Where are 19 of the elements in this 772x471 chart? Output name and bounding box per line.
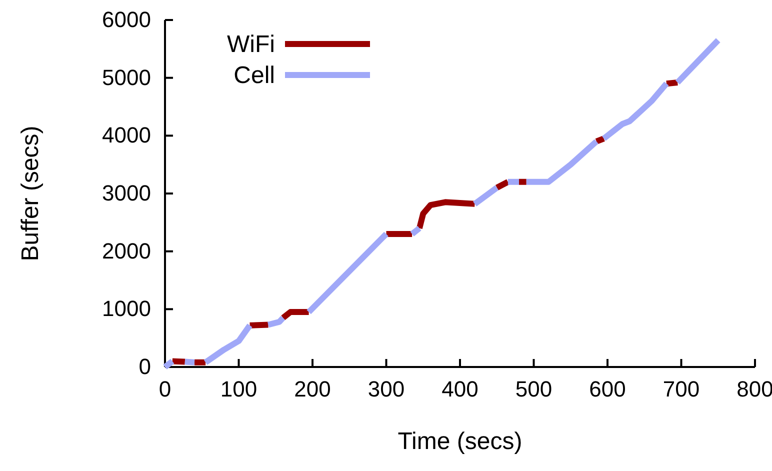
y-tick-label: 5000 bbox=[102, 64, 151, 90]
x-tick-label: 100 bbox=[220, 376, 258, 402]
x-tick-label: 0 bbox=[158, 376, 172, 402]
y-tick-label: 2000 bbox=[102, 238, 151, 264]
x-tick-label: 700 bbox=[662, 376, 700, 402]
y-tick-label: 6000 bbox=[102, 7, 151, 32]
x-tick-label: 500 bbox=[515, 376, 552, 402]
y-tick-label: 0 bbox=[138, 354, 151, 380]
x-tick-label: 600 bbox=[589, 376, 626, 402]
x-tick-label: 200 bbox=[294, 376, 331, 402]
x-axis-title: Time (secs) bbox=[398, 428, 522, 455]
y-axis-title: Buffer (secs) bbox=[17, 126, 44, 262]
y-tick-label: 1000 bbox=[102, 296, 151, 322]
y-tick-label: 4000 bbox=[102, 122, 151, 148]
x-tick-label: 400 bbox=[442, 376, 478, 402]
legend-label: Cell bbox=[234, 62, 275, 89]
y-tick-label: 3000 bbox=[102, 180, 151, 206]
x-tick-label: 300 bbox=[368, 376, 405, 402]
legend-label: WiFi bbox=[227, 31, 275, 58]
